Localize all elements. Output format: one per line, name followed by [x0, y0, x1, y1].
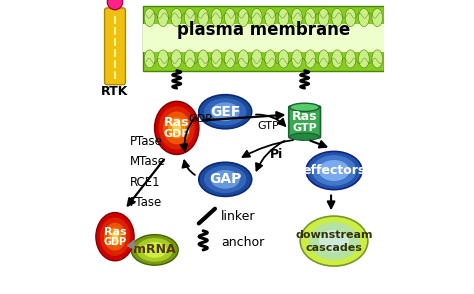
Ellipse shape	[372, 9, 383, 26]
Ellipse shape	[290, 103, 319, 111]
Ellipse shape	[173, 122, 181, 134]
Ellipse shape	[104, 223, 126, 251]
Ellipse shape	[210, 102, 240, 121]
Text: PTase: PTase	[130, 135, 163, 148]
Text: RTK: RTK	[101, 85, 128, 98]
Ellipse shape	[345, 9, 356, 26]
Text: GTP: GTP	[292, 123, 317, 133]
Ellipse shape	[300, 216, 368, 266]
Ellipse shape	[225, 50, 235, 68]
Ellipse shape	[155, 101, 199, 154]
Ellipse shape	[137, 238, 173, 262]
Text: GAP: GAP	[209, 172, 241, 186]
Ellipse shape	[210, 170, 240, 189]
Circle shape	[107, 0, 123, 10]
Ellipse shape	[345, 50, 356, 68]
Ellipse shape	[305, 9, 316, 26]
Text: MTase: MTase	[130, 155, 166, 168]
Ellipse shape	[111, 231, 118, 242]
Text: anchor: anchor	[221, 236, 264, 249]
Text: GTP: GTP	[257, 121, 279, 131]
Bar	[143, 24, 384, 52]
Ellipse shape	[358, 50, 369, 68]
FancyBboxPatch shape	[289, 106, 320, 138]
Text: plasma membrane: plasma membrane	[177, 21, 350, 39]
Ellipse shape	[251, 9, 262, 26]
Text: Ras: Ras	[104, 227, 126, 237]
Ellipse shape	[199, 95, 252, 129]
Ellipse shape	[198, 50, 209, 68]
Ellipse shape	[96, 213, 134, 261]
Text: GEF: GEF	[210, 105, 240, 119]
Ellipse shape	[144, 50, 155, 68]
Ellipse shape	[131, 235, 178, 265]
Ellipse shape	[319, 230, 349, 252]
Ellipse shape	[100, 217, 130, 256]
Ellipse shape	[158, 9, 168, 26]
Ellipse shape	[184, 50, 195, 68]
Text: Ras: Ras	[292, 110, 318, 123]
Ellipse shape	[251, 50, 262, 68]
Ellipse shape	[265, 50, 275, 68]
FancyBboxPatch shape	[105, 8, 126, 85]
Ellipse shape	[211, 50, 222, 68]
Ellipse shape	[332, 50, 343, 68]
Ellipse shape	[204, 166, 246, 193]
Ellipse shape	[278, 9, 289, 26]
Ellipse shape	[265, 9, 275, 26]
Ellipse shape	[332, 9, 343, 26]
Ellipse shape	[171, 9, 182, 26]
Text: linker: linker	[221, 210, 255, 223]
Ellipse shape	[372, 50, 383, 68]
Ellipse shape	[358, 9, 369, 26]
Ellipse shape	[144, 9, 155, 26]
Text: GDP: GDP	[164, 129, 190, 139]
Text: cascades: cascades	[306, 243, 363, 253]
Text: Pi: Pi	[270, 148, 283, 161]
Ellipse shape	[204, 98, 246, 125]
Ellipse shape	[143, 242, 167, 258]
Text: downstream: downstream	[295, 230, 373, 240]
Ellipse shape	[319, 160, 349, 181]
Ellipse shape	[292, 9, 302, 26]
Text: RCE1: RCE1	[130, 176, 160, 189]
Ellipse shape	[108, 228, 122, 246]
Ellipse shape	[158, 50, 168, 68]
Ellipse shape	[199, 162, 252, 196]
Text: mRNA: mRNA	[133, 243, 176, 256]
Text: effectors: effectors	[302, 164, 365, 177]
Ellipse shape	[292, 50, 302, 68]
Ellipse shape	[312, 155, 356, 186]
Ellipse shape	[225, 9, 235, 26]
Ellipse shape	[305, 50, 316, 68]
Ellipse shape	[238, 9, 249, 26]
Ellipse shape	[184, 9, 195, 26]
Ellipse shape	[198, 9, 209, 26]
Text: GDP: GDP	[103, 237, 127, 247]
Ellipse shape	[171, 50, 182, 68]
Text: FTase: FTase	[130, 196, 162, 209]
Ellipse shape	[211, 9, 222, 26]
Ellipse shape	[278, 50, 289, 68]
Text: GDP: GDP	[188, 114, 212, 124]
Text: Ras: Ras	[164, 116, 190, 129]
Ellipse shape	[168, 117, 185, 138]
Ellipse shape	[319, 9, 329, 26]
Bar	[143, 6, 384, 71]
Ellipse shape	[319, 50, 329, 68]
Ellipse shape	[290, 133, 319, 141]
Ellipse shape	[238, 50, 249, 68]
Ellipse shape	[306, 151, 362, 190]
Ellipse shape	[159, 106, 195, 150]
Ellipse shape	[309, 222, 359, 260]
Ellipse shape	[163, 111, 191, 144]
